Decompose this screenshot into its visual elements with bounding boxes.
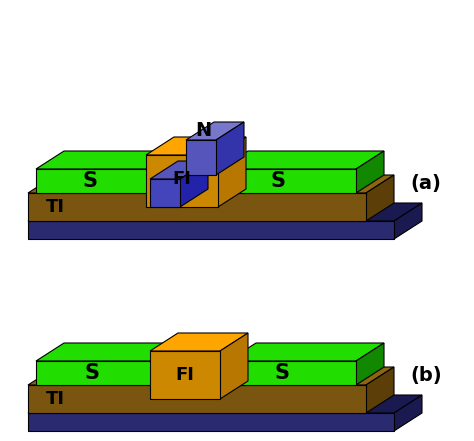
- Text: TI: TI: [46, 390, 64, 408]
- Text: FI: FI: [173, 170, 191, 188]
- Polygon shape: [146, 155, 218, 207]
- Polygon shape: [28, 367, 394, 385]
- Polygon shape: [36, 151, 176, 169]
- Polygon shape: [36, 343, 184, 361]
- Polygon shape: [28, 395, 422, 413]
- Polygon shape: [186, 122, 244, 140]
- Polygon shape: [220, 333, 248, 399]
- Text: S: S: [271, 171, 285, 191]
- Polygon shape: [36, 361, 156, 385]
- Polygon shape: [366, 175, 394, 221]
- Polygon shape: [28, 385, 366, 413]
- Polygon shape: [150, 161, 208, 179]
- Polygon shape: [28, 221, 394, 239]
- Polygon shape: [394, 395, 422, 431]
- Text: (a): (a): [410, 173, 441, 193]
- Polygon shape: [150, 179, 180, 207]
- Polygon shape: [218, 137, 246, 207]
- Polygon shape: [220, 169, 356, 193]
- Polygon shape: [180, 161, 208, 207]
- Text: FI: FI: [175, 366, 194, 384]
- Text: N: N: [195, 120, 211, 139]
- Polygon shape: [150, 333, 248, 351]
- Polygon shape: [356, 151, 384, 193]
- Polygon shape: [220, 151, 384, 169]
- Polygon shape: [156, 343, 184, 385]
- Polygon shape: [28, 413, 394, 431]
- Polygon shape: [28, 175, 394, 193]
- Text: (b): (b): [410, 366, 442, 385]
- Polygon shape: [356, 343, 384, 385]
- Polygon shape: [28, 193, 366, 221]
- Polygon shape: [228, 343, 384, 361]
- Polygon shape: [228, 361, 356, 385]
- Polygon shape: [186, 140, 216, 175]
- Polygon shape: [216, 122, 244, 175]
- Text: S: S: [274, 363, 290, 383]
- Polygon shape: [28, 203, 422, 221]
- Polygon shape: [394, 203, 422, 239]
- Polygon shape: [366, 367, 394, 413]
- Text: TI: TI: [46, 198, 64, 216]
- Polygon shape: [146, 137, 246, 155]
- Text: S: S: [82, 171, 98, 191]
- Polygon shape: [148, 151, 176, 193]
- Polygon shape: [36, 169, 148, 193]
- Text: S: S: [84, 363, 100, 383]
- Polygon shape: [150, 351, 220, 399]
